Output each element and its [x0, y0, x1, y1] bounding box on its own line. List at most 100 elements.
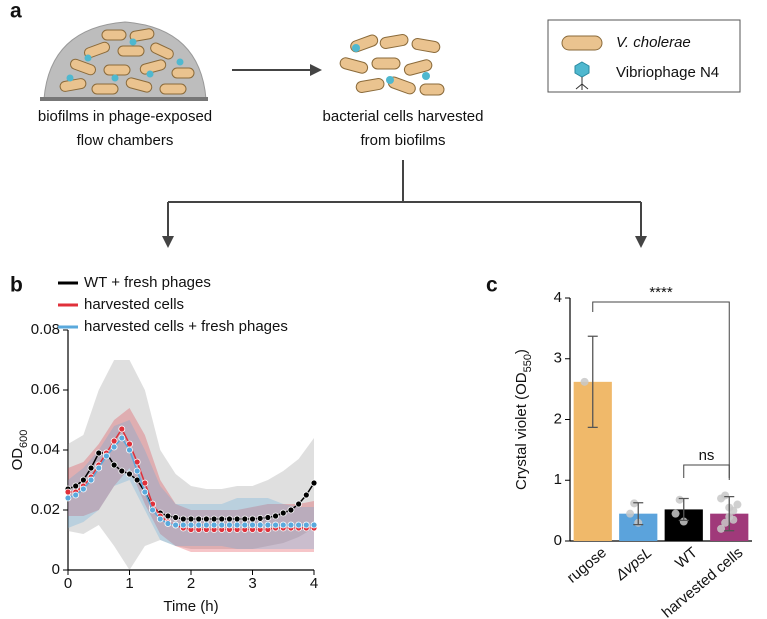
data-point	[310, 479, 318, 487]
data-point	[179, 521, 187, 529]
legend-label: V. cholerae	[616, 34, 691, 51]
data-point	[671, 509, 680, 518]
data-point	[287, 521, 295, 529]
data-point	[310, 521, 318, 529]
data-point	[218, 521, 226, 529]
harvested-cells	[339, 34, 445, 96]
data-point	[87, 464, 95, 472]
y-tick-label: 0.04	[31, 441, 60, 458]
data-point	[249, 521, 256, 529]
data-point	[126, 470, 133, 478]
data-point	[233, 515, 241, 523]
x-tick-label: rugose	[564, 544, 610, 587]
significance-bracket	[683, 464, 730, 478]
y-tick-label: 3	[554, 350, 562, 367]
y-tick-label: 1	[554, 471, 562, 488]
axis-label-part: )	[513, 349, 530, 354]
data-point	[279, 509, 287, 517]
data-point	[110, 461, 118, 469]
y-tick-label: 0.08	[31, 321, 60, 338]
significance-label: ns	[699, 447, 715, 464]
data-point	[164, 520, 172, 527]
data-point	[118, 467, 126, 475]
x-tick-label: 2	[187, 575, 195, 592]
data-point	[210, 521, 218, 529]
data-point	[126, 446, 133, 454]
data-point	[118, 434, 126, 442]
error-bar	[678, 497, 689, 521]
data-point	[302, 521, 310, 529]
data-point	[164, 512, 172, 520]
data-point	[110, 437, 118, 445]
x-tick-label: 4	[310, 575, 318, 592]
data-point	[256, 515, 264, 522]
legend-label: WT + fresh phages	[84, 274, 211, 291]
y-tick-label: 2	[554, 410, 562, 427]
y-tick-label: 0.06	[31, 381, 60, 398]
diagram-label: flow chambers	[77, 132, 174, 149]
axis-label: OD600	[9, 430, 30, 471]
data-point	[295, 500, 303, 508]
data-point	[675, 495, 684, 504]
panel-label: b	[10, 274, 23, 297]
data-point	[721, 491, 730, 500]
data-point	[72, 482, 80, 490]
biofilm-cells	[59, 28, 195, 95]
y-tick-label: 0	[52, 561, 60, 578]
data-point	[264, 514, 272, 521]
data-point	[64, 488, 72, 496]
data-point	[87, 476, 95, 484]
data-point	[95, 449, 103, 457]
data-point	[118, 425, 126, 433]
x-tick-label: WT	[672, 544, 701, 572]
data-point	[733, 500, 742, 509]
error-bar	[587, 335, 598, 429]
diagram-label: bacterial cells harvested	[323, 108, 484, 125]
data-point	[272, 521, 279, 529]
data-point	[580, 377, 589, 386]
data-point	[264, 521, 272, 529]
legend-phage-icon	[574, 61, 590, 90]
data-point	[64, 494, 72, 502]
tree-connector	[167, 160, 642, 238]
data-point	[95, 464, 103, 472]
data-point	[729, 515, 738, 524]
data-point	[279, 521, 287, 529]
x-tick-label: 0	[64, 575, 72, 592]
data-point	[272, 512, 279, 520]
data-point	[172, 521, 180, 529]
data-point	[218, 515, 226, 523]
axis-label-part: Crystal violet (OD	[513, 372, 530, 490]
x-tick-label: ΔvpsL	[612, 544, 656, 585]
x-tick-label: 3	[248, 575, 256, 592]
data-point	[679, 517, 688, 526]
legend-cell-icon	[561, 35, 603, 51]
axis-label-part: OD	[9, 448, 26, 471]
x-axis-label: Time (h)	[163, 598, 218, 615]
data-point	[202, 515, 210, 523]
data-point	[202, 521, 210, 529]
data-point	[226, 515, 233, 523]
data-point	[179, 515, 187, 523]
data-point	[149, 506, 156, 514]
data-point	[187, 515, 195, 523]
diagram-label: biofilms in phage-exposed	[38, 108, 212, 125]
error-bar	[633, 502, 644, 526]
data-point	[226, 521, 233, 529]
data-point	[103, 452, 110, 460]
panel-label: a	[10, 0, 22, 23]
data-point	[195, 521, 203, 529]
data-point	[72, 491, 80, 499]
diagram-label: from biofilms	[360, 132, 445, 149]
error-bar	[724, 496, 735, 532]
x-tick-label: 1	[125, 575, 133, 592]
legend-label: harvested cells + fresh phages	[84, 318, 288, 335]
legend-box	[547, 19, 741, 93]
significance-bracket	[592, 301, 730, 480]
arrowhead	[310, 64, 322, 76]
data-point	[233, 521, 241, 529]
data-point	[626, 509, 635, 518]
y-tick-label: 4	[554, 289, 562, 306]
data-point	[195, 515, 203, 523]
